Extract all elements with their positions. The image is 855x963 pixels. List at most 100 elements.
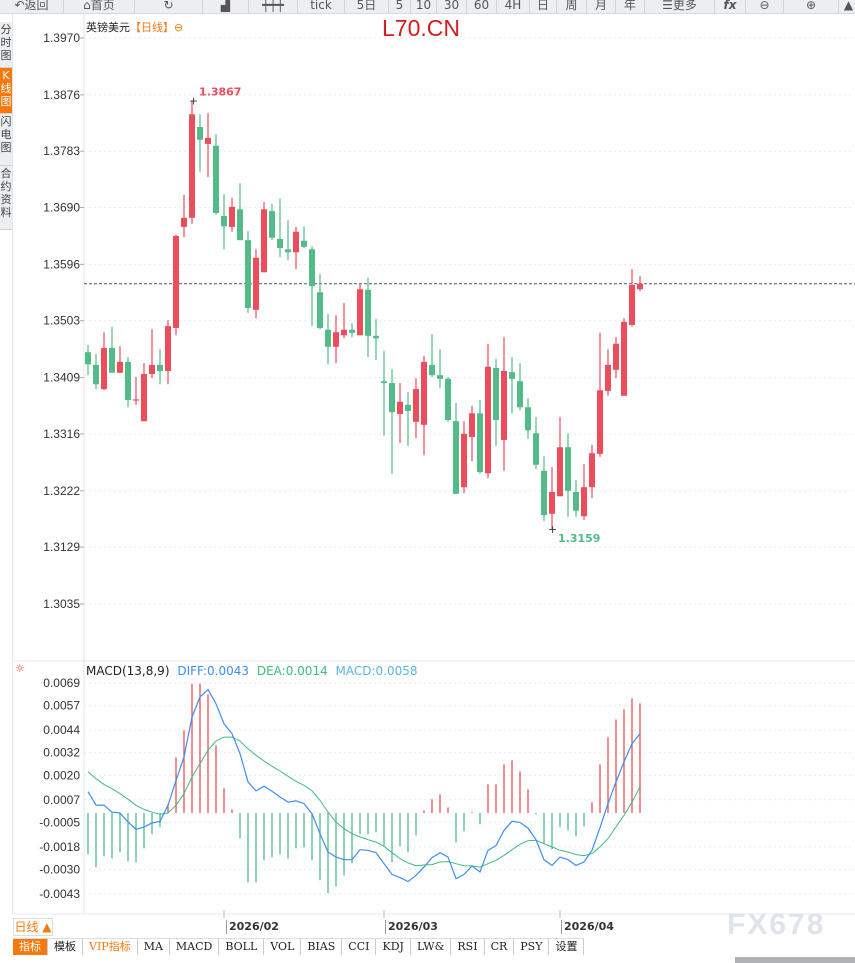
tab-kline[interactable]: K线图 xyxy=(0,68,12,114)
tick-button[interactable]: tick xyxy=(298,0,345,13)
period-label: 【日线】 xyxy=(130,21,174,34)
low-marker-icon: + xyxy=(548,523,557,536)
diff-value: DIFF:0.0043 xyxy=(177,664,250,678)
dea-line xyxy=(87,736,641,868)
zoom-in-button[interactable]: ⊕ xyxy=(784,0,839,13)
tab-contract-info[interactable]: 合约资料 xyxy=(0,166,12,230)
price-axis-label: 1.3222 xyxy=(43,484,80,498)
home-button[interactable]: ⌂首页 xyxy=(64,0,135,13)
price-axis-label: 1.3129 xyxy=(43,540,80,554)
tab-vol[interactable]: VOL xyxy=(264,939,302,955)
macd-axis-label: -0.0030 xyxy=(39,863,80,877)
divider xyxy=(12,14,13,914)
date-label: 2026/04 xyxy=(561,920,614,934)
candle-down xyxy=(157,364,163,371)
day-button[interactable]: 日 xyxy=(530,0,557,13)
zoom-out-button[interactable]: ⊖ xyxy=(746,0,784,13)
candle-up xyxy=(229,206,235,227)
period-selector[interactable]: 日线 ▲ xyxy=(13,918,53,936)
candle-down xyxy=(541,470,547,516)
refresh-button[interactable]: ↻ xyxy=(135,0,203,13)
candle-down xyxy=(565,447,571,491)
tab-cci[interactable]: CCI xyxy=(342,939,377,955)
tab-cr[interactable]: CR xyxy=(485,939,515,955)
candle-down xyxy=(517,381,523,408)
macd-axis-label: 0.0057 xyxy=(43,699,80,713)
refresh-icon: ↻ xyxy=(163,0,174,12)
settings-sun-icon[interactable]: ☼ xyxy=(15,662,25,675)
zoom-in-icon: ⊕ xyxy=(805,0,817,12)
formula-button[interactable]: fx xyxy=(715,0,746,13)
candle-down xyxy=(221,215,227,227)
candle-up xyxy=(397,401,403,414)
candle-down xyxy=(109,347,115,373)
candle-up xyxy=(101,347,107,390)
tab-intraday[interactable]: 分时图 xyxy=(0,22,12,68)
tab-vip-indicators[interactable]: VIP指标 xyxy=(83,939,138,955)
tab-rsi[interactable]: RSI xyxy=(451,939,485,955)
candle-down xyxy=(197,126,203,140)
tab-lw[interactable]: LW& xyxy=(411,939,452,955)
price-axis-label: 1.3503 xyxy=(43,314,80,328)
price-axis-label: 1.3596 xyxy=(43,257,80,271)
candle-up xyxy=(469,413,475,437)
candle-up xyxy=(357,289,363,336)
tab-bias[interactable]: BIAS xyxy=(301,939,343,955)
30min-button[interactable]: 30 xyxy=(437,0,467,13)
candle-down xyxy=(509,372,515,379)
candle-up xyxy=(293,231,299,253)
candle-down xyxy=(309,249,315,287)
tab-macd[interactable]: MACD xyxy=(170,939,220,955)
candle-up xyxy=(413,389,419,422)
macd-axis-label: -0.0043 xyxy=(39,887,80,901)
candle-down xyxy=(317,292,323,328)
candle-down xyxy=(373,335,379,339)
tab-flash-chart[interactable]: 闪电图 xyxy=(0,114,12,166)
chart-title: 英镑美元【日线】⊖ xyxy=(86,19,183,35)
candlestick-button[interactable]: ┿┿┿ xyxy=(249,0,298,13)
date-label: 2026/03 xyxy=(385,920,438,934)
year-button[interactable]: 年 xyxy=(616,0,645,13)
candle-down xyxy=(437,375,443,379)
tab-kdj[interactable]: KDJ xyxy=(376,939,411,955)
zoom-out-icon: ⊖ xyxy=(759,0,770,12)
tab-indicators[interactable]: 指标 xyxy=(13,939,48,955)
macd-axis-label: -0.0018 xyxy=(39,840,80,854)
candle-down xyxy=(237,209,243,241)
more-button[interactable]: ☰更多 xyxy=(645,0,715,13)
scrollbar-thumb[interactable] xyxy=(735,957,855,963)
5day-button[interactable]: 5日 xyxy=(345,0,389,13)
candlestick-icon: ┿┿┿ xyxy=(262,0,284,12)
tab-templates[interactable]: 模板 xyxy=(48,939,83,955)
tab-ma[interactable]: MA xyxy=(138,939,170,955)
diff-line xyxy=(87,688,641,883)
line-chart-button[interactable]: ▟ xyxy=(203,0,249,13)
price-axis-label: 1.3690 xyxy=(43,200,80,214)
tab-psy[interactable]: PSY xyxy=(514,939,550,955)
candle-down xyxy=(381,381,387,384)
candle-down xyxy=(93,364,99,385)
10min-button[interactable]: 10 xyxy=(411,0,437,13)
candle-up xyxy=(333,332,339,347)
back-button[interactable]: ↶返回 xyxy=(0,0,64,13)
5min-button[interactable]: 5 xyxy=(389,0,411,13)
macd-axis-label: 0.0032 xyxy=(43,746,80,760)
candle-down xyxy=(453,421,459,494)
candle-down xyxy=(213,145,219,213)
month-button[interactable]: 月 xyxy=(587,0,616,13)
symbol-name: 英镑美元 xyxy=(86,21,130,34)
home-icon: ⌂ xyxy=(83,0,91,12)
collapse-toggle-icon[interactable]: ⊖ xyxy=(174,21,184,34)
tab-boll[interactable]: BOLL xyxy=(219,939,265,955)
horizontal-scrollbar[interactable] xyxy=(0,955,855,963)
candle-up xyxy=(253,257,259,310)
60min-button[interactable]: 60 xyxy=(467,0,497,13)
collapse-button[interactable]: ▲ xyxy=(839,0,855,13)
price-axis-label: 1.3783 xyxy=(43,144,80,158)
macd-axis-label: 0.0069 xyxy=(43,676,80,690)
tab-settings[interactable]: 设置 xyxy=(549,939,585,955)
week-button[interactable]: 周 xyxy=(557,0,587,13)
4h-button[interactable]: 4H xyxy=(497,0,530,13)
candle-up xyxy=(485,366,491,474)
